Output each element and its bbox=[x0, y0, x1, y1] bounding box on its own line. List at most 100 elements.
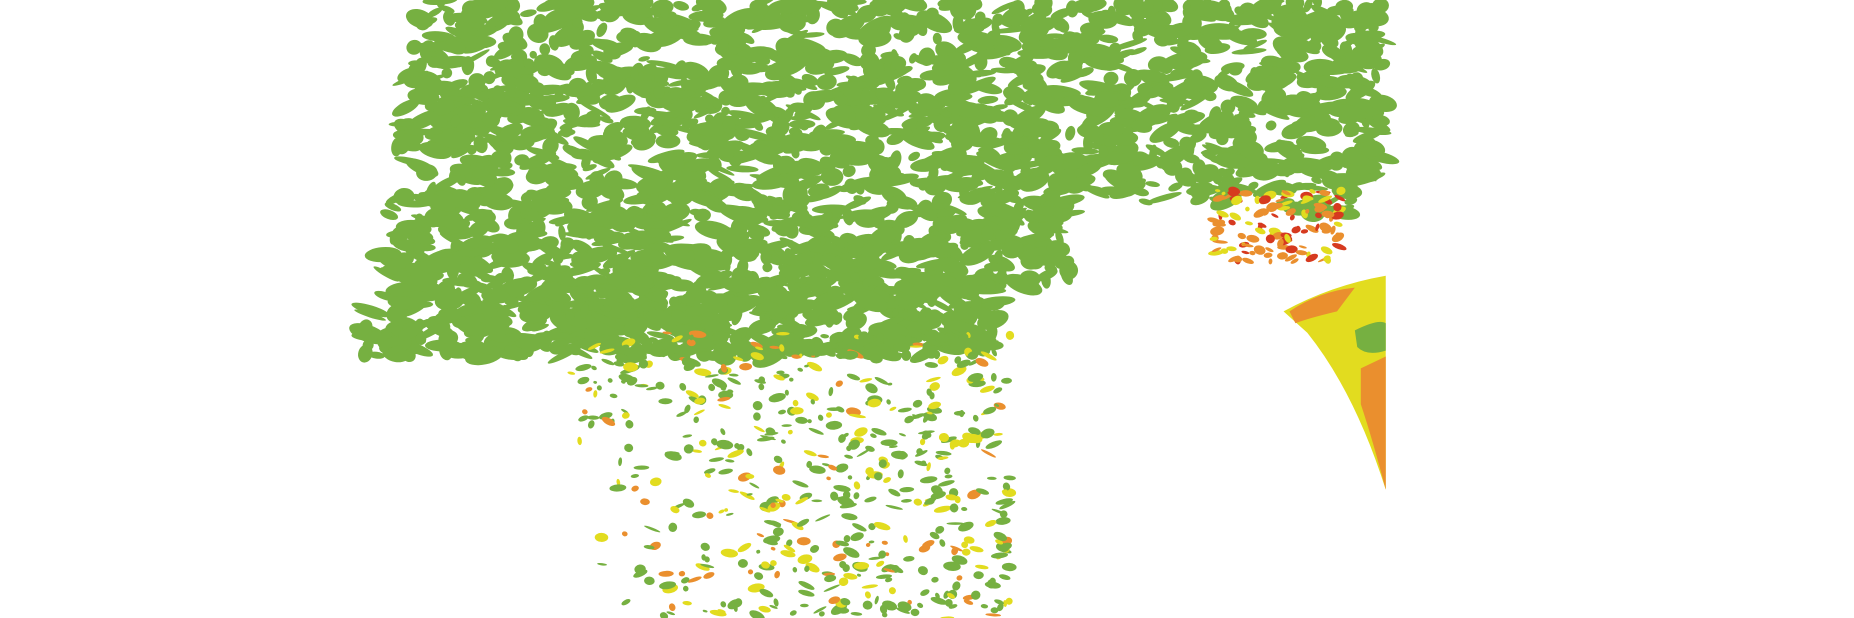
green-patch bbox=[931, 310, 947, 321]
speckle bbox=[678, 570, 686, 577]
green-patch bbox=[847, 209, 881, 219]
green-patch bbox=[805, 56, 835, 75]
speckle bbox=[601, 358, 615, 366]
green-patch bbox=[909, 345, 939, 363]
green-patch bbox=[889, 172, 906, 185]
green-patch bbox=[628, 129, 647, 136]
green-patch bbox=[589, 60, 626, 80]
green-patch bbox=[540, 105, 570, 114]
green-patch bbox=[1203, 91, 1217, 102]
green-patch bbox=[910, 131, 946, 144]
speckle bbox=[986, 476, 997, 480]
speckle bbox=[693, 409, 705, 416]
green-patch bbox=[1342, 121, 1360, 137]
speckle bbox=[692, 511, 707, 519]
green-patch bbox=[1109, 61, 1136, 73]
speckle bbox=[778, 409, 786, 415]
green-patch bbox=[1341, 38, 1355, 49]
green-patch bbox=[1220, 99, 1236, 115]
green-patch bbox=[464, 209, 493, 221]
hotspot bbox=[1237, 232, 1247, 240]
green-patch bbox=[785, 90, 795, 98]
speckle bbox=[640, 498, 650, 506]
green-patch bbox=[1045, 33, 1067, 39]
speckle bbox=[939, 539, 946, 547]
green-patch bbox=[1044, 264, 1058, 274]
green-patch bbox=[762, 262, 773, 273]
speckle bbox=[847, 475, 853, 480]
green-patch bbox=[630, 136, 655, 148]
green-patch bbox=[1048, 215, 1061, 232]
speckle bbox=[668, 603, 676, 612]
green-patch bbox=[599, 79, 607, 89]
speckle bbox=[969, 546, 984, 553]
green-patch bbox=[544, 8, 574, 25]
green-patch bbox=[1167, 32, 1204, 46]
green-patch bbox=[870, 156, 897, 173]
green-patch bbox=[721, 128, 742, 135]
green-patch bbox=[974, 11, 986, 23]
green-patch bbox=[585, 167, 611, 180]
speckle bbox=[756, 533, 765, 538]
speckle bbox=[841, 513, 858, 521]
speckle bbox=[753, 412, 761, 421]
speckle bbox=[944, 467, 951, 475]
green-patch bbox=[778, 262, 819, 279]
speckle bbox=[889, 406, 897, 411]
green-patch bbox=[1271, 13, 1285, 32]
speckle bbox=[758, 383, 765, 391]
speckle bbox=[621, 412, 630, 419]
green-patch bbox=[767, 197, 783, 205]
speckle bbox=[825, 420, 843, 430]
green-patch bbox=[1231, 48, 1267, 55]
green-patch bbox=[1113, 0, 1136, 13]
speckle bbox=[683, 444, 694, 454]
hotspot bbox=[1242, 257, 1254, 264]
green-patch bbox=[565, 80, 594, 97]
green-patch bbox=[452, 342, 483, 362]
green-patch bbox=[1010, 218, 1021, 233]
green-patch bbox=[705, 156, 722, 174]
green-patch bbox=[915, 205, 938, 222]
green-patch bbox=[910, 158, 945, 172]
hotspot bbox=[1271, 213, 1279, 218]
speckle bbox=[781, 424, 792, 427]
green-patch bbox=[665, 156, 685, 171]
speckle bbox=[577, 376, 590, 385]
green-patch bbox=[521, 195, 533, 212]
green-patch bbox=[558, 29, 569, 39]
speckle bbox=[973, 571, 984, 580]
green-patch bbox=[1190, 0, 1202, 11]
green-patch bbox=[1311, 0, 1322, 8]
green-patch bbox=[1004, 273, 1043, 296]
green-patch bbox=[792, 78, 818, 91]
green-patch bbox=[860, 87, 871, 107]
green-patch bbox=[789, 102, 813, 114]
green-patch bbox=[450, 114, 461, 128]
green-patch bbox=[1158, 59, 1174, 75]
green-patch bbox=[1198, 111, 1234, 133]
green-patch bbox=[1019, 72, 1048, 93]
green-patch bbox=[525, 167, 550, 185]
green-patch bbox=[649, 250, 661, 264]
green-patch bbox=[489, 168, 516, 177]
speckle bbox=[880, 439, 898, 447]
green-patch bbox=[480, 186, 504, 201]
green-patch bbox=[1225, 145, 1239, 156]
green-patch bbox=[988, 272, 1008, 285]
speckle bbox=[792, 480, 809, 488]
green-patch bbox=[735, 62, 772, 73]
green-patch bbox=[439, 232, 473, 251]
green-patch bbox=[1059, 168, 1077, 187]
green-patch bbox=[1062, 255, 1075, 267]
green-patch bbox=[1020, 166, 1032, 178]
hotspot bbox=[1265, 247, 1274, 253]
speckle bbox=[596, 385, 602, 391]
green-patch bbox=[468, 73, 486, 90]
green-patch bbox=[933, 114, 951, 132]
green-patch bbox=[492, 10, 503, 22]
green-patch bbox=[1019, 270, 1041, 287]
green-patch bbox=[398, 327, 420, 341]
speckle bbox=[888, 587, 896, 595]
green-patch bbox=[831, 14, 866, 39]
